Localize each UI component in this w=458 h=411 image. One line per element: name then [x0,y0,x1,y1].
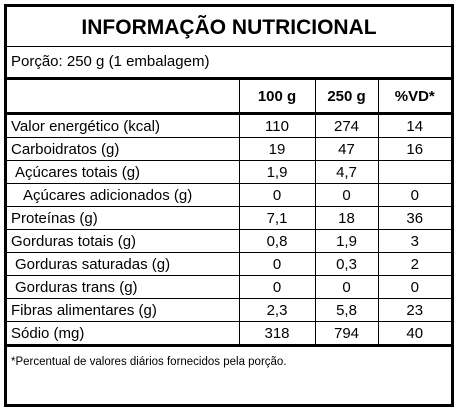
nutrient-value: 2 [377,252,451,276]
nutrition-label: INFORMAÇÃO NUTRICIONAL Porção: 250 g (1 … [4,4,454,407]
portion: Porção: 250 g (1 embalagem) [7,47,451,80]
table-row: Gorduras trans (g) 0 0 0 [7,275,451,299]
nutrient-value: 0 [238,275,315,299]
header-cell: 250 g [314,80,378,115]
nutrient-value: 794 [314,321,378,344]
nutrient-value: 3 [377,229,451,253]
nutrient-value: 4,7 [314,160,378,184]
nutrient-value: 16 [377,137,451,161]
nutrient-value: 2,3 [238,298,315,322]
nutrient-name: Fibras alimentares (g) [7,298,239,322]
nutrient-value: 0,3 [314,252,378,276]
nutrient-value: 0 [238,183,315,207]
nutrient-value: 0 [377,275,451,299]
nutrient-value: 7,1 [238,206,315,230]
table-row: Gorduras saturadas (g) 0 0,3 2 [7,252,451,276]
nutrient-value: 47 [314,137,378,161]
nutrient-value: 36 [377,206,451,230]
table-row: Sódio (mg) 318 794 40 [7,321,451,344]
table-row: Açúcares adicionados (g) 0 0 0 [7,183,451,207]
nutrient-value: 14 [377,113,451,138]
nutrient-value: 1,9 [314,229,378,253]
footnote: *Percentual de valores diários fornecido… [7,344,451,368]
nutrient-name: Gorduras trans (g) [7,275,239,299]
nutrient-value: 18 [314,206,378,230]
title: INFORMAÇÃO NUTRICIONAL [7,7,451,47]
nutrient-value: 0 [314,183,378,207]
nutrient-name: Açúcares totais (g) [7,160,239,184]
table-row: Gorduras totais (g) 0,8 1,9 3 [7,229,451,253]
nutrient-name: Gorduras saturadas (g) [7,252,239,276]
nutrient-name: Valor energético (kcal) [11,117,160,135]
header-cell: %VD* [377,80,451,115]
nutrient-name: Sódio (mg) [7,321,239,344]
header-blank [7,80,239,115]
table-row: Valor energético (kcal) 110 274 14 [7,113,451,138]
nutrient-name: Açúcares adicionados (g) [7,183,239,207]
table-row: Proteínas (g) 7,1 18 36 [7,206,451,230]
nutrient-value: 40 [377,321,451,344]
nutrient-name: Carboidratos (g) [7,137,239,161]
header-row: 100 g 250 g %VD* [7,80,451,115]
nutrient-value: 274 [314,113,378,138]
table-body: 100 g 250 g %VD* Valor energético (kcal)… [7,80,451,344]
nutrient-value: 23 [377,298,451,322]
table-row: Carboidratos (g) 19 47 16 [7,137,451,161]
table-row: Açúcares totais (g) 1,9 4,7 [7,160,451,184]
nutrient-value: 0 [238,252,315,276]
nutrient-name: Gorduras totais (g) [7,229,239,253]
nutrient-value: 110 [238,113,315,138]
header-cell: 100 g [238,80,315,115]
nutrient-value: 0 [314,275,378,299]
nutrient-value: 1,9 [238,160,315,184]
nutrient-value: 0,8 [238,229,315,253]
nutrient-value: 5,8 [314,298,378,322]
table-row: Fibras alimentares (g) 2,3 5,8 23 [7,298,451,322]
nutrition-table: 100 g 250 g %VD* Valor energético (kcal)… [7,80,451,344]
nutrient-value: 19 [238,137,315,161]
nutrient-value: 318 [238,321,315,344]
nutrient-name: Proteínas (g) [7,206,239,230]
nutrient-value [377,160,451,184]
nutrient-value: 0 [377,183,451,207]
